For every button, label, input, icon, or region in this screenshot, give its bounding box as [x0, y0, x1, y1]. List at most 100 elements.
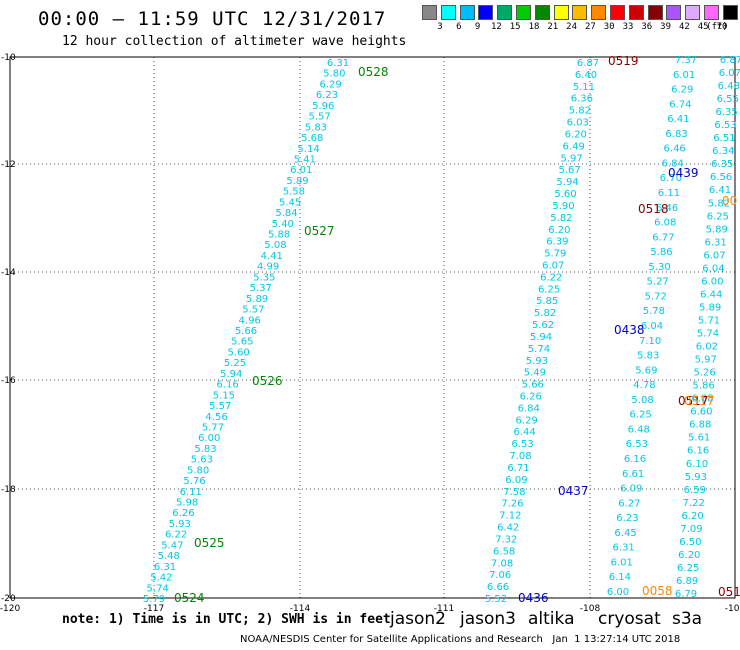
wave-height-value: 5.96 — [312, 101, 334, 112]
wave-height-value: 6.88 — [691, 394, 713, 405]
legend-value: 6 — [456, 22, 462, 32]
wave-height-value: 6.48 — [718, 81, 740, 92]
wave-height-value: 5.61 — [688, 433, 710, 444]
wave-height-value: 7.26 — [501, 499, 523, 510]
wave-height-value: 5.89 — [699, 302, 721, 313]
wave-height-value: 4.99 — [257, 262, 279, 273]
pass-time-label: 0439 — [668, 166, 699, 180]
wave-height-value: 6.41 — [709, 185, 731, 196]
legend-swatch — [440, 5, 456, 20]
legend-swatch — [497, 5, 513, 20]
wave-height-value: 6.40 — [575, 70, 597, 81]
wave-height-value: 6.48 — [628, 424, 650, 435]
wave-height-value: 5.65 — [231, 337, 253, 348]
wave-height-value: 7.10 — [639, 336, 661, 347]
wave-height-value: 6.46 — [656, 203, 678, 214]
wave-height-value: 5.57 — [242, 305, 264, 316]
map-frame — [9, 56, 736, 599]
wave-height-value: 6.50 — [679, 537, 701, 548]
wave-height-value: 6.35 — [715, 107, 737, 118]
legend-swatch — [572, 5, 588, 20]
wave-height-value: 6.29 — [320, 79, 342, 90]
legend-value: 36 — [641, 22, 653, 32]
satellite-label-cryosat: cryosat — [598, 609, 661, 629]
legend-value: 18 — [528, 22, 540, 32]
wave-height-value: 6.27 — [618, 498, 640, 509]
pass-time-label: 0528 — [358, 65, 389, 79]
wave-height-value: 6.41 — [667, 114, 689, 125]
wave-height-value: 5.66 — [235, 326, 257, 337]
wave-height-value: 5.94 — [556, 177, 578, 188]
legend-swatch — [534, 5, 550, 20]
legend-swatch — [647, 5, 663, 20]
wave-height-value: 7.06 — [489, 570, 511, 581]
wave-height-value: 5.35 — [253, 272, 275, 283]
wave-height-value: 6.11 — [180, 487, 202, 498]
wave-height-value: 5.26 — [694, 368, 716, 379]
wave-height-value: 6.31 — [705, 237, 727, 248]
longitude-tick-label: -111 — [434, 604, 454, 614]
wave-height-value: 5.82 — [708, 198, 730, 209]
wave-height-value: 5.97 — [561, 153, 583, 164]
wave-height-value: 6.04 — [702, 263, 724, 274]
wave-height-value: 6.00 — [701, 276, 723, 287]
wave-height-value: 5.30 — [648, 262, 670, 273]
wave-height-value: 5.85 — [536, 296, 558, 307]
wave-height-value: 5.08 — [631, 395, 653, 406]
wave-height-value: 7.22 — [683, 498, 705, 509]
wave-height-value: 6.84 — [518, 403, 540, 414]
wave-height-value: 5.72 — [645, 291, 667, 302]
legend-value: 27 — [584, 22, 596, 32]
wave-height-value: 6.04 — [641, 321, 663, 332]
wave-height-value: 6.77 — [652, 232, 674, 243]
wave-height-value: 6.66 — [487, 582, 509, 593]
wave-height-value: 5.77 — [202, 422, 224, 433]
wave-height-value: 5.68 — [301, 133, 323, 144]
wave-height-value: 5.37 — [250, 283, 272, 294]
wave-height-value: 5.11 — [573, 82, 595, 93]
wave-height-value: 5.98 — [176, 498, 198, 509]
wave-height-value: 5.86 — [650, 247, 672, 258]
satellite-label-altika: altika — [528, 609, 575, 629]
wave-height-value: 6.88 — [689, 420, 711, 431]
wave-height-value: 6.07 — [719, 68, 740, 79]
map-title: 00:00 – 11:59 UTC 12/31/2017 — [38, 8, 387, 30]
longitude-tick-label: -108 — [580, 604, 601, 614]
wave-height-value: 6.39 — [546, 237, 568, 248]
wave-height-value: 6.20 — [565, 129, 587, 140]
latitude-tick-label: -10 — [1, 53, 16, 63]
legend-swatch — [704, 5, 719, 20]
legend-value: 45 — [697, 22, 709, 32]
pass-time-label: 0437 — [558, 484, 589, 498]
wave-height-value: 5.49 — [524, 368, 546, 379]
wave-height-value: 5.94 — [220, 369, 242, 380]
wave-height-value: 6.45 — [614, 528, 636, 539]
wave-height-value: 5.82 — [569, 106, 591, 117]
wave-height-value: 5.89 — [246, 294, 268, 305]
wave-height-value: 6.01 — [611, 557, 633, 568]
credit-footer: NOAA/NESDIS Center for Satellite Applica… — [240, 634, 681, 645]
wave-height-value: 6.14 — [609, 572, 631, 583]
wave-height-value: 4.41 — [261, 251, 283, 262]
legend-value: 39 — [660, 22, 672, 32]
pass-time-label: 00 — [722, 194, 737, 208]
wave-height-value: 6.56 — [710, 172, 732, 183]
wave-height-value: 6.16 — [687, 446, 709, 457]
map-note: note: 1) Time is in UTC; 2) SWH is in fe… — [62, 612, 391, 627]
wave-height-value: 6.00 — [198, 433, 220, 444]
wave-height-value: 6.09 — [505, 475, 527, 486]
legend-swatch — [685, 5, 701, 20]
wave-height-value: 5.84 — [275, 208, 297, 219]
wave-height-value: 6.01 — [673, 70, 695, 81]
wave-height-value: 6.20 — [548, 225, 570, 236]
wave-height-value: 6.71 — [507, 463, 529, 474]
wave-height-value: 5.69 — [635, 365, 657, 376]
longitude-tick-label: -117 — [144, 604, 164, 614]
satellite-label-jason2: jason2 — [390, 609, 446, 629]
map-border — [9, 56, 736, 599]
wave-height-value: 5.76 — [183, 476, 205, 487]
wave-height-value: 6.25 — [630, 410, 652, 421]
wave-height-value: 5.89 — [286, 176, 308, 187]
wave-height-value: 6.44 — [700, 289, 722, 300]
legend-swatch — [553, 5, 569, 20]
